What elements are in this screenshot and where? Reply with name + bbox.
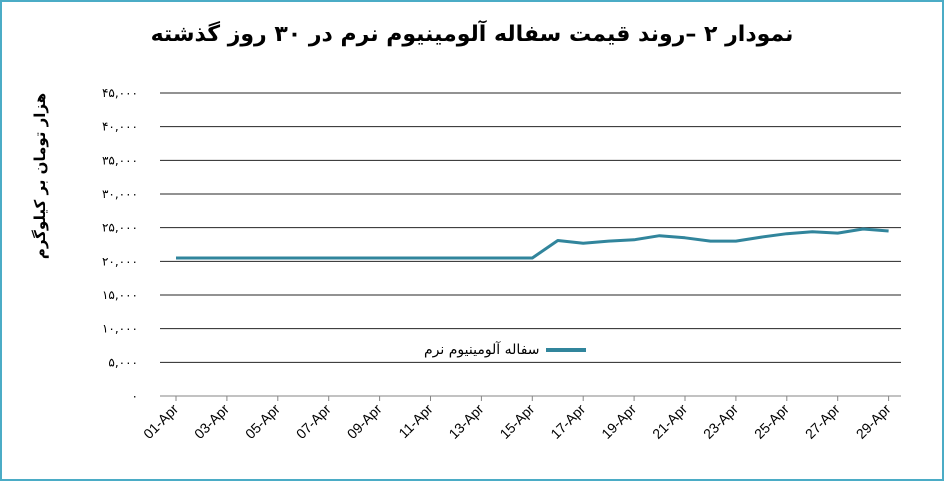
legend-swatch <box>545 348 586 352</box>
x-tick-label: 23-Apr <box>700 401 741 442</box>
x-tick-label: 19-Apr <box>598 401 639 442</box>
legend: سفاله آلومینیوم نرم <box>424 342 586 358</box>
x-tick-label: 11-Apr <box>395 401 436 442</box>
x-tick-label: 01-Apr <box>140 401 181 442</box>
x-tick-label: 13-Apr <box>445 401 486 442</box>
y-tick-label: ۲۰,۰۰۰ <box>102 254 138 268</box>
x-tick-label: 17-Apr <box>547 401 588 442</box>
x-tick-label: 25-Apr <box>751 401 792 442</box>
x-tick-label: 07-Apr <box>293 401 334 442</box>
y-tick-label: ۰ <box>132 389 138 403</box>
x-tick-label: 21-Apr <box>649 401 690 442</box>
chart-title: نمودار ۲ –روند قیمت سفاله آلومینیوم نرم … <box>150 22 794 47</box>
y-tick-label: ۵,۰۰۰ <box>108 355 138 369</box>
x-tick-label: 03-Apr <box>191 401 232 442</box>
y-tick-label: ۱۵,۰۰۰ <box>102 288 138 302</box>
y-tick-label: ۲۵,۰۰۰ <box>102 221 138 235</box>
y-tick-label: ۴۰,۰۰۰ <box>102 120 138 134</box>
x-tick-label: 29-Apr <box>853 401 894 442</box>
legend-label: سفاله آلومینیوم نرم <box>424 342 540 358</box>
y-tick-label: ۳۰,۰۰۰ <box>102 187 138 201</box>
x-tick-label: 05-Apr <box>242 401 283 442</box>
y-tick-label: ۳۵,۰۰۰ <box>102 153 138 167</box>
series-line <box>176 227 889 260</box>
x-tick-label: 15-Apr <box>496 401 537 442</box>
x-tick-label: 27-Apr <box>802 401 843 442</box>
y-tick-label: ۱۰,۰۰۰ <box>102 322 138 336</box>
y-tick-label: ۴۵,۰۰۰ <box>102 86 138 100</box>
x-tick-label: 09-Apr <box>344 401 385 442</box>
